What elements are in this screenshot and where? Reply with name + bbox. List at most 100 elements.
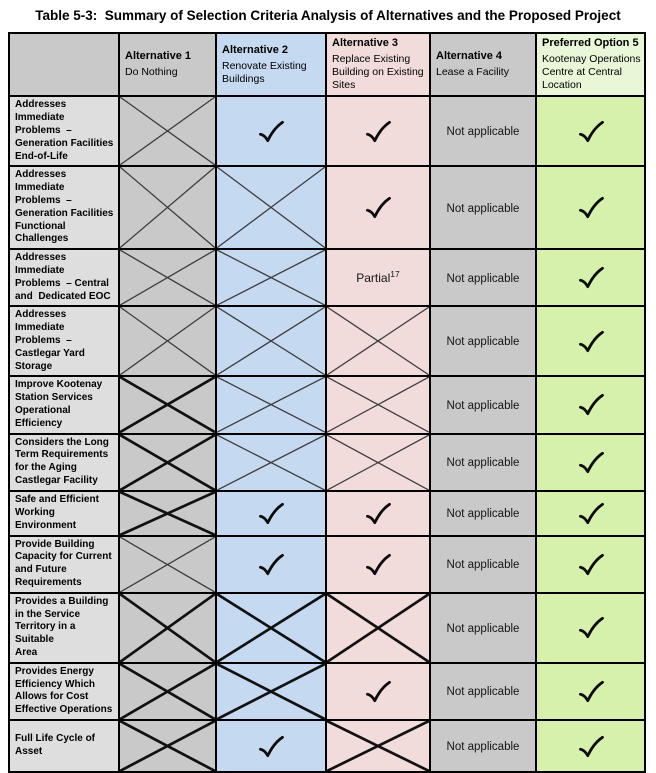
criteria-cell: Provides Energy Efficiency Which Allows … <box>8 661 120 722</box>
cell-alternative-1 <box>118 375 217 435</box>
table-row: Addresses Immediate Problems – Castlegar… <box>8 305 646 378</box>
cross-icon <box>327 377 429 432</box>
table-body: Addresses Immediate Problems – Generatio… <box>8 95 646 773</box>
col-title: Alternative 4 <box>436 50 503 63</box>
criteria-cell: Considers the Long Term Requirements for… <box>8 432 120 492</box>
cell-alternative-1 <box>118 165 217 251</box>
cross-icon <box>217 435 325 490</box>
criteria-cell: Addresses Immediate Problems – Central a… <box>8 248 120 308</box>
cell-preferred-option-5 <box>535 719 646 773</box>
col-subtitle: Lease a Facility <box>436 66 509 79</box>
table-title: Table 5-3: Summary of Selection Criteria… <box>35 8 621 23</box>
corner-cell <box>8 31 120 98</box>
cell-alternative-4: Not applicable <box>429 248 537 308</box>
cell-preferred-option-5 <box>535 95 646 168</box>
check-icon <box>366 680 391 703</box>
check-icon <box>578 394 604 416</box>
criteria-label: Improve Kootenay Station Services Operat… <box>15 379 103 429</box>
col-header-alternative-4: Alternative 4 Lease a Facility <box>429 31 537 98</box>
cell-alternative-4: Not applicable <box>429 95 537 168</box>
criteria-cell: Addresses Immediate Problems – Generatio… <box>8 95 120 168</box>
cell-alternative-1 <box>118 534 217 594</box>
cross-icon <box>217 307 325 375</box>
cell-preferred-option-5 <box>535 248 646 308</box>
col-header-alternative-2: Alternative 2 Renovate Existing Building… <box>215 31 327 98</box>
check-icon <box>578 120 604 142</box>
cross-icon <box>120 250 215 305</box>
check-icon <box>578 451 604 473</box>
cross-icon <box>217 167 325 248</box>
cell-preferred-option-5 <box>535 432 646 492</box>
col-title: Alternative 3 <box>332 37 399 49</box>
check-icon <box>578 267 604 289</box>
criteria-cell: Full Life Cycle of Asset <box>8 719 120 773</box>
check-icon <box>366 120 391 142</box>
cell-alternative-3 <box>325 591 431 664</box>
table-row: Addresses Immediate Problems – Generatio… <box>8 165 646 251</box>
col-subtitle: Replace Existing Building on Existing Si… <box>332 53 424 92</box>
cell-alternative-3 <box>325 375 431 435</box>
cross-icon <box>120 307 215 375</box>
col-subtitle: Renovate Existing Buildings <box>222 59 307 85</box>
cell-alternative-4: Not applicable <box>429 591 537 664</box>
criteria-cell: Provide Building Capacity for Current an… <box>8 534 120 594</box>
check-icon <box>578 197 604 219</box>
cross-icon <box>120 492 215 535</box>
criteria-cell: Improve Kootenay Station Services Operat… <box>8 375 120 435</box>
criteria-cell: Addresses Immediate Problems – Generatio… <box>8 165 120 251</box>
cell-alternative-2 <box>215 661 327 722</box>
check-icon <box>259 502 284 524</box>
cross-icon <box>120 435 215 490</box>
not-applicable-text: Not applicable <box>446 126 520 139</box>
cell-alternative-2 <box>215 719 327 773</box>
cell-preferred-option-5 <box>535 534 646 594</box>
col-header-preferred-option-5: Preferred Option 5 Kootenay Operations C… <box>535 31 646 98</box>
not-applicable-text: Not applicable <box>446 741 520 754</box>
partial-text: Partial17 <box>356 268 400 285</box>
cell-alternative-4: Not applicable <box>429 432 537 492</box>
cell-alternative-1 <box>118 248 217 308</box>
cell-alternative-2 <box>215 489 327 537</box>
cell-alternative-3 <box>325 661 431 722</box>
cross-icon <box>120 167 215 248</box>
not-applicable-text: Not applicable <box>446 508 520 521</box>
cell-alternative-2 <box>215 165 327 251</box>
cell-preferred-option-5 <box>535 661 646 722</box>
cross-icon <box>217 594 325 662</box>
cross-icon <box>120 537 215 592</box>
criteria-label: Provides a Building in the Service Terri… <box>15 595 109 659</box>
cell-alternative-3 <box>325 432 431 492</box>
cell-alternative-2 <box>215 375 327 435</box>
cell-alternative-3 <box>325 95 431 168</box>
col-header-alternative-3: Alternative 3 Replace Existing Building … <box>325 31 431 98</box>
check-icon <box>578 735 604 757</box>
not-applicable-text: Not applicable <box>446 272 520 285</box>
table-row: Considers the Long Term Requirements for… <box>8 432 646 492</box>
cross-icon <box>327 721 429 771</box>
check-icon <box>578 553 604 575</box>
check-icon <box>259 735 284 757</box>
not-applicable-text: Not applicable <box>446 622 520 635</box>
cell-alternative-2 <box>215 95 327 168</box>
criteria-label: Addresses Immediate Problems – Central a… <box>15 252 111 302</box>
cell-alternative-2 <box>215 534 327 594</box>
not-applicable-text: Not applicable <box>446 399 520 412</box>
cell-alternative-4: Not applicable <box>429 719 537 773</box>
check-icon <box>366 553 391 575</box>
criteria-cell: Safe and Efficient Working Environment <box>8 489 120 537</box>
criteria-cell: Provides a Building in the Service Terri… <box>8 591 120 664</box>
cell-alternative-1 <box>118 591 217 664</box>
cell-alternative-3 <box>325 165 431 251</box>
cell-alternative-1 <box>118 489 217 537</box>
cell-preferred-option-5 <box>535 591 646 664</box>
cell-alternative-4: Not applicable <box>429 375 537 435</box>
cell-preferred-option-5 <box>535 375 646 435</box>
table-row: Safe and Efficient Working Environment No… <box>8 489 646 537</box>
table-row: Improve Kootenay Station Services Operat… <box>8 375 646 435</box>
check-icon <box>259 120 284 142</box>
check-icon <box>578 680 604 703</box>
check-icon <box>578 330 604 352</box>
criteria-label: Considers the Long Term Requirements for… <box>15 436 109 486</box>
cross-icon <box>120 594 215 662</box>
